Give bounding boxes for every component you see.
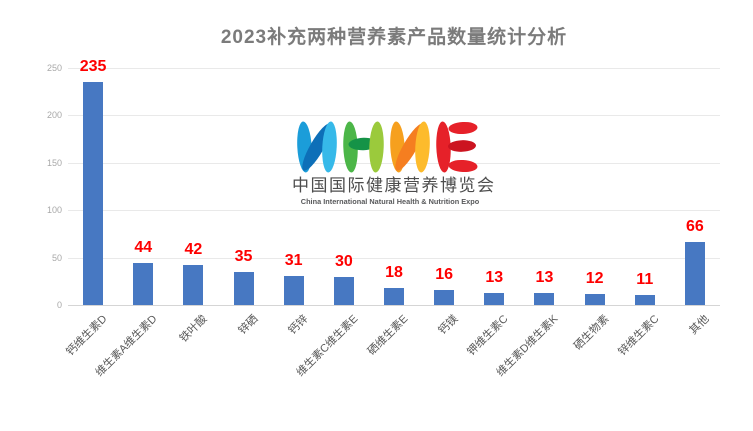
bar-value-label: 42 bbox=[184, 241, 203, 259]
bar bbox=[484, 292, 505, 305]
gridline bbox=[68, 210, 720, 212]
bar bbox=[333, 276, 354, 305]
gridline bbox=[68, 305, 720, 306]
gridline bbox=[68, 68, 720, 69]
bar-value-label: 18 bbox=[385, 263, 403, 281]
y-tick-label: 200 bbox=[46, 110, 62, 121]
bar-value-label: 235 bbox=[79, 58, 107, 76]
nhne-logo-letters bbox=[297, 121, 478, 173]
bar-value-label: 35 bbox=[234, 247, 253, 265]
y-tick-label: 50 bbox=[51, 252, 62, 263]
bar bbox=[133, 263, 154, 305]
bar bbox=[584, 293, 605, 305]
bar-value-label: 44 bbox=[134, 239, 153, 257]
bar bbox=[384, 287, 404, 305]
gridline bbox=[68, 257, 720, 259]
bar-value-label: 12 bbox=[585, 269, 604, 287]
y-tick-label: 100 bbox=[46, 205, 62, 216]
bar-value-label: 31 bbox=[284, 251, 303, 269]
nhne-logo: 中国国际健康营养博览会 China International Natural … bbox=[292, 121, 496, 206]
y-tick-label: 250 bbox=[46, 63, 62, 73]
bar bbox=[83, 82, 104, 305]
bar-value-label: 30 bbox=[334, 252, 353, 270]
bar bbox=[183, 265, 204, 305]
bar-value-label: 16 bbox=[435, 265, 454, 283]
bar bbox=[534, 292, 555, 305]
bar-value-label: 13 bbox=[485, 268, 504, 286]
logo-subtitle-cn: 中国国际健康营养博览会 bbox=[292, 176, 496, 195]
bar bbox=[434, 289, 455, 305]
bar bbox=[634, 294, 655, 305]
y-tick-label: 150 bbox=[46, 157, 62, 168]
bar-value-label: 66 bbox=[686, 218, 704, 236]
bar-value-label: 13 bbox=[535, 268, 554, 286]
logo-subtitle-en: China International Natural Health & Nut… bbox=[300, 197, 480, 206]
bar bbox=[233, 271, 254, 305]
chart-title: 2023补充两种营养素产品数量统计分析 bbox=[220, 27, 568, 48]
bar bbox=[684, 242, 705, 305]
bar bbox=[283, 275, 304, 305]
y-tick-label: 0 bbox=[56, 300, 62, 310]
bar-value-label: 11 bbox=[636, 270, 654, 288]
gridline bbox=[68, 115, 720, 117]
